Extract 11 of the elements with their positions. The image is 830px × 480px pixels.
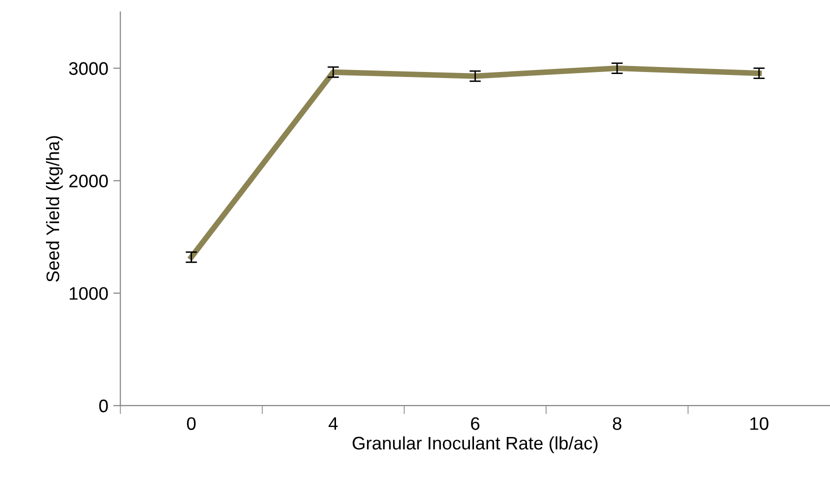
x-tick-label: 10 <box>750 417 768 430</box>
x-axis-title: Granular Inoculant Rate (lb/ac) <box>352 436 598 454</box>
y-tick-label: 0 <box>99 400 108 412</box>
y-tick-label: 2000 <box>69 174 108 188</box>
y-axis-title: Seed Yield (kg/ha) <box>46 136 63 282</box>
x-tick-label: 4 <box>328 417 338 430</box>
x-tick-label: 8 <box>612 417 622 430</box>
x-tick-label: 6 <box>471 417 480 430</box>
y-tick-label: 1000 <box>70 287 108 300</box>
x-tick-label: 0 <box>187 417 196 430</box>
y-tick-label: 3000 <box>69 62 108 75</box>
